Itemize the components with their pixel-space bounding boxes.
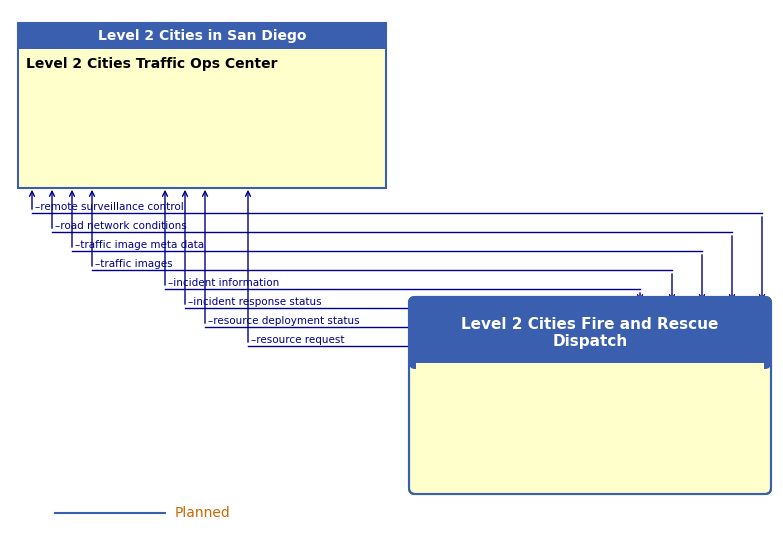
FancyBboxPatch shape [409,297,771,494]
Text: –incident response status: –incident response status [188,297,322,307]
Text: –resource request: –resource request [251,335,345,345]
FancyBboxPatch shape [18,23,386,49]
Text: –remote surveillance control: –remote surveillance control [35,202,184,212]
Text: –incident information: –incident information [168,278,280,288]
FancyBboxPatch shape [415,333,765,363]
Text: Level 2 Cities Traffic Ops Center: Level 2 Cities Traffic Ops Center [26,57,277,71]
FancyBboxPatch shape [409,297,771,369]
Text: Level 2 Cities in San Diego: Level 2 Cities in San Diego [98,29,306,43]
Text: –resource deployment status: –resource deployment status [208,316,359,326]
Text: Planned: Planned [175,506,231,520]
Text: –traffic images: –traffic images [95,259,172,269]
Text: Level 2 Cities Fire and Rescue
Dispatch: Level 2 Cities Fire and Rescue Dispatch [461,317,719,349]
Text: –traffic image meta data: –traffic image meta data [75,240,204,250]
Text: –road network conditions: –road network conditions [55,221,187,231]
FancyBboxPatch shape [18,23,386,188]
FancyBboxPatch shape [416,363,764,487]
